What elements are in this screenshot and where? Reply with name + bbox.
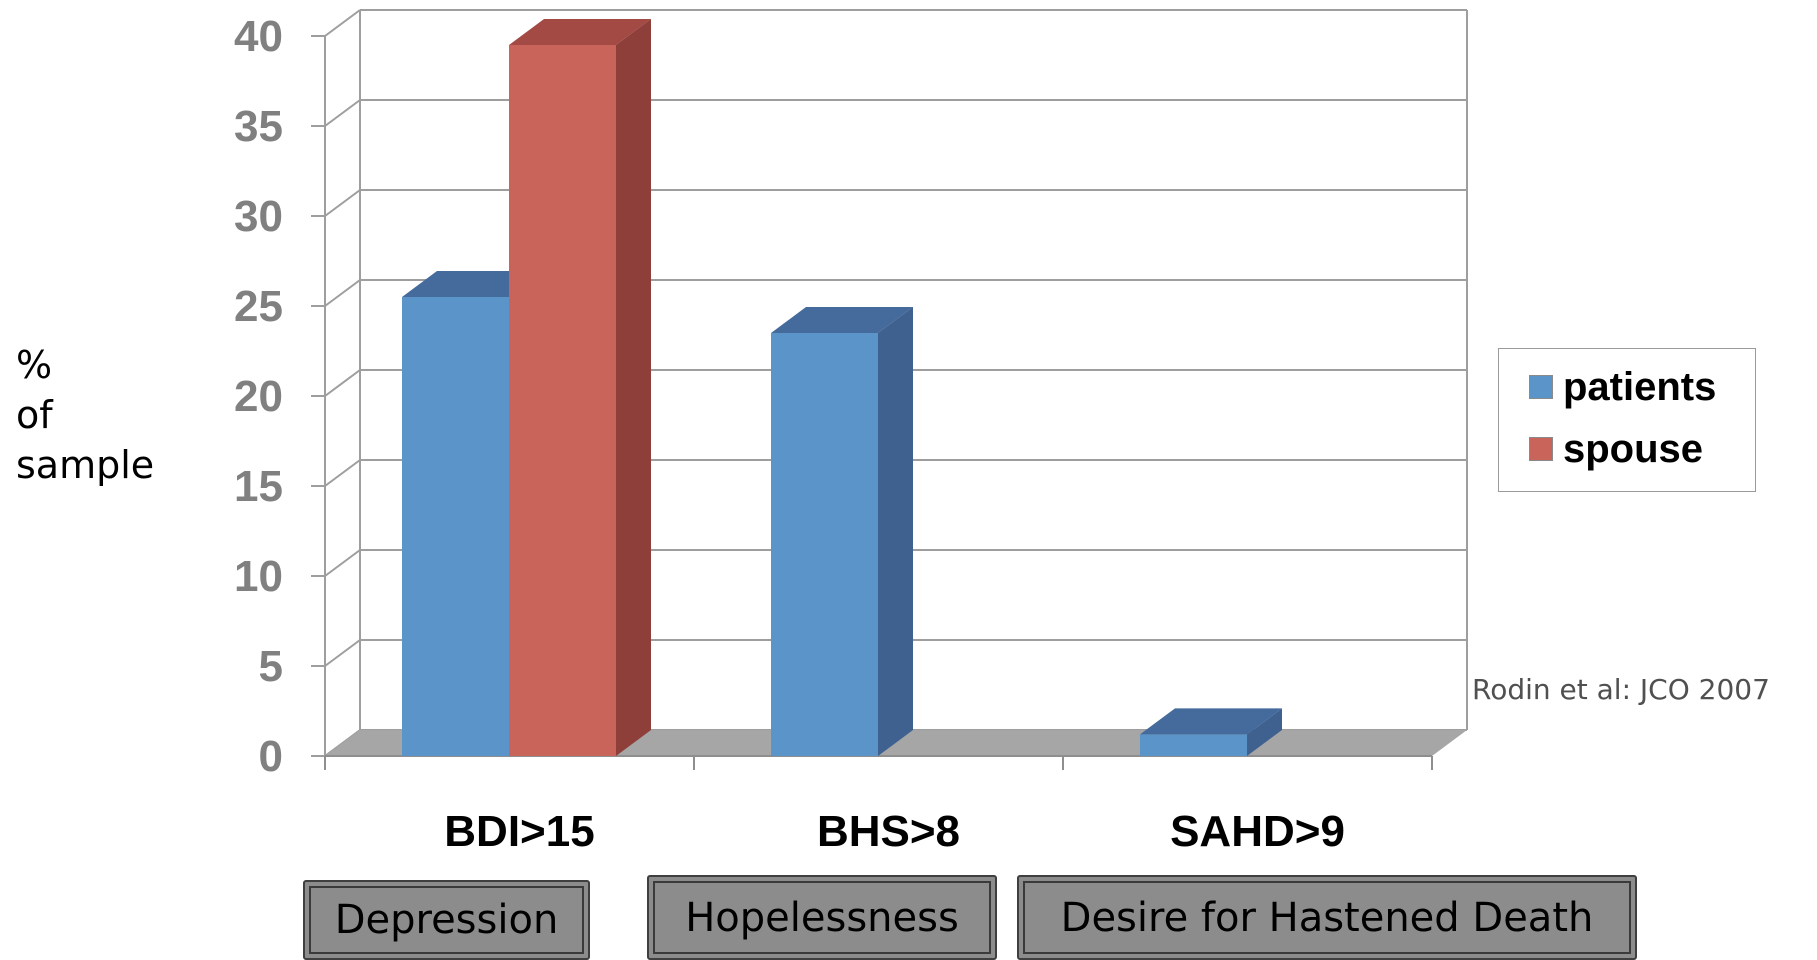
bar-top-face: [1140, 708, 1282, 735]
bar-side-face: [616, 19, 651, 756]
group-box-hopelessness: Hopelessness: [647, 875, 997, 960]
y-tick-label: 15: [234, 462, 283, 511]
bar-side-face: [878, 307, 913, 756]
legend-item-spouse: spouse: [1529, 426, 1704, 471]
group-label-depression: Depression: [309, 886, 584, 954]
y-tick-label: 35: [234, 102, 283, 151]
bar-spouse-0: [509, 19, 651, 756]
bar-front-face: [771, 333, 878, 756]
side-gridline: [324, 279, 361, 307]
side-gridline: [324, 99, 361, 127]
legend-label-spouse: spouse: [1563, 426, 1704, 471]
y-tick-label: 40: [234, 12, 283, 61]
y-axis-label-line-3: sample: [16, 443, 155, 487]
group-label-hopelessness: Hopelessness: [653, 881, 991, 954]
bar-patients-1: [771, 307, 913, 756]
y-tick-label: 30: [234, 192, 283, 241]
legend-swatch-patients: [1529, 375, 1553, 399]
y-tick-label: 5: [259, 642, 283, 691]
x-tick-label: SAHD>9: [1170, 807, 1345, 856]
x-tick-label: BHS>8: [817, 807, 960, 856]
y-tick-label: 10: [234, 552, 283, 601]
bar-front-face: [1140, 734, 1247, 756]
bar-side-face: [1247, 708, 1282, 756]
bar-front-face: [402, 297, 509, 756]
bar-top-face: [509, 19, 651, 45]
legend-label-patients: patients: [1563, 364, 1717, 409]
side-gridline: [324, 549, 361, 577]
y-tick-label: 25: [234, 282, 283, 331]
axis-layer: 0 5 10 15 20 25 30 35 40 BDI>15 BHS>8 SAHD>9: [234, 12, 1433, 856]
side-gridline: [324, 369, 361, 397]
group-box-depression: Depression: [303, 880, 590, 960]
y-tick-label: 20: [234, 372, 283, 421]
bar-patients-2: [1140, 708, 1282, 756]
side-gridline: [324, 189, 361, 217]
x-tick-label: BDI>15: [444, 807, 594, 856]
bar-top-face: [402, 271, 544, 297]
y-axis-label: % of sample: [16, 340, 186, 490]
chart-legend: patients spouse: [1498, 348, 1756, 492]
group-label-desire-hastened-death: Desire for Hastened Death: [1023, 881, 1631, 954]
group-box-desire-hastened-death: Desire for Hastened Death: [1017, 875, 1637, 960]
y-axis-label-line-2: of: [16, 393, 53, 437]
legend-swatch-spouse: [1529, 437, 1553, 461]
bar-top-face: [771, 307, 913, 333]
side-gridline: [324, 459, 361, 487]
bar-layer: [402, 19, 1282, 756]
citation-annotation: Rodin et al: JCO 2007: [1472, 673, 1770, 706]
y-axis-label-line-1: %: [16, 343, 53, 387]
legend-item-patients: patients: [1529, 364, 1717, 409]
side-gridline: [324, 639, 361, 667]
bar-front-face: [509, 45, 616, 756]
side-gridline: [324, 9, 361, 37]
y-tick-label: 0: [259, 732, 283, 781]
